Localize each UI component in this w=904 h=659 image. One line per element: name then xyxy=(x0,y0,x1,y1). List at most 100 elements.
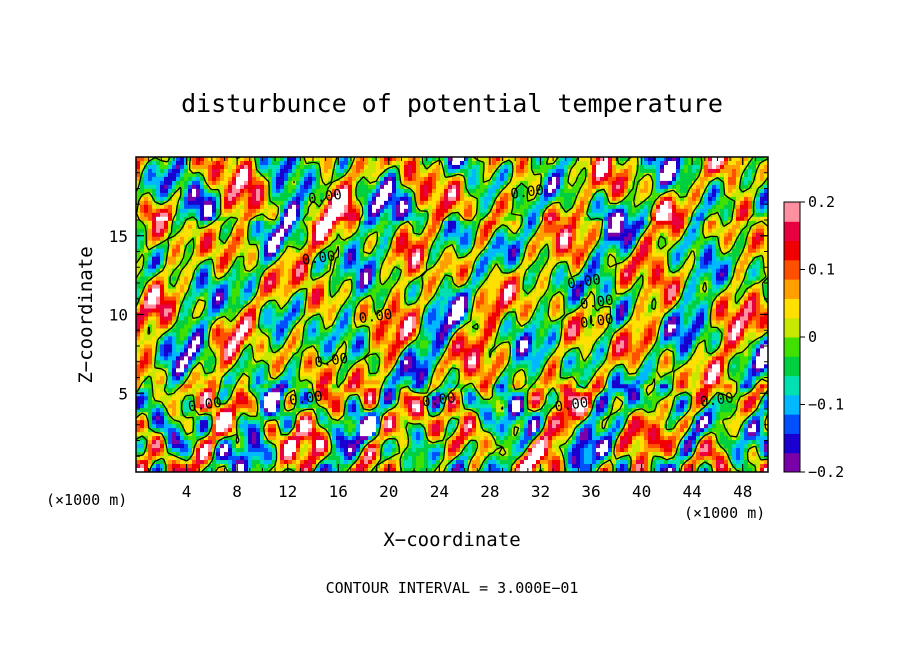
heatmap-cell xyxy=(696,204,701,210)
heatmap-cell xyxy=(252,228,257,234)
heatmap-cell xyxy=(236,252,241,258)
heatmap-cell xyxy=(208,212,213,218)
heatmap-cell xyxy=(624,192,629,198)
heatmap-cell xyxy=(528,252,533,258)
heatmap-cell xyxy=(236,260,241,266)
heatmap-cell xyxy=(172,188,177,194)
heatmap-cell xyxy=(240,236,245,242)
heatmap-cell xyxy=(520,268,525,274)
heatmap-cell xyxy=(456,204,461,210)
heatmap-cell xyxy=(276,196,281,202)
heatmap-cell xyxy=(264,180,269,186)
heatmap-cell xyxy=(676,200,681,206)
heatmap-cell xyxy=(724,208,729,214)
heatmap-cell xyxy=(260,240,265,246)
heatmap-cell xyxy=(668,228,673,234)
heatmap-cell xyxy=(216,204,221,210)
heatmap-cell xyxy=(572,240,577,246)
heatmap-cell xyxy=(236,208,241,214)
heatmap-cell xyxy=(220,180,225,186)
heatmap-cell xyxy=(312,184,317,190)
heatmap-cell xyxy=(176,184,181,190)
heatmap-cell xyxy=(760,164,765,170)
heatmap-cell xyxy=(624,216,629,222)
heatmap-cell xyxy=(708,252,713,258)
heatmap-cell xyxy=(552,232,557,238)
heatmap-cell xyxy=(176,240,181,246)
heatmap-cell xyxy=(240,280,245,286)
heatmap-cell xyxy=(504,264,509,270)
heatmap-cell xyxy=(340,256,345,262)
heatmap-cell xyxy=(516,236,521,242)
heatmap-cell xyxy=(376,228,381,234)
heatmap-cell xyxy=(236,157,241,162)
heatmap-cell xyxy=(572,212,577,218)
heatmap-cell xyxy=(412,176,417,182)
heatmap-cell xyxy=(636,160,641,166)
heatmap-cell xyxy=(184,232,189,238)
heatmap-cell xyxy=(284,157,289,162)
heatmap-cell xyxy=(172,280,177,286)
heatmap-cell xyxy=(648,180,653,186)
heatmap-cell xyxy=(196,248,201,254)
heatmap-cell xyxy=(756,248,761,254)
heatmap-cell xyxy=(472,244,477,250)
heatmap-cell xyxy=(616,212,621,218)
heatmap-cell xyxy=(460,264,465,270)
heatmap-cell xyxy=(388,208,393,214)
heatmap-cell xyxy=(584,196,589,202)
heatmap-cell xyxy=(692,196,697,202)
heatmap-cell xyxy=(232,216,237,222)
heatmap-cell xyxy=(468,180,473,186)
heatmap-cell xyxy=(544,248,549,254)
heatmap-cell xyxy=(340,224,345,230)
heatmap-cell xyxy=(580,216,585,222)
heatmap-cell xyxy=(224,216,229,222)
heatmap-cell xyxy=(336,224,341,230)
heatmap-cell xyxy=(560,216,565,222)
heatmap-cell xyxy=(452,192,457,198)
heatmap-cell xyxy=(256,228,261,234)
heatmap-cell xyxy=(232,268,237,274)
heatmap-cell xyxy=(372,212,377,218)
heatmap-cell xyxy=(240,204,245,210)
heatmap-cell xyxy=(272,268,277,274)
heatmap-cell xyxy=(484,172,489,178)
heatmap-cell xyxy=(748,208,753,214)
heatmap-cell xyxy=(216,240,221,246)
heatmap-cell xyxy=(464,276,469,282)
heatmap-cell xyxy=(636,252,641,258)
heatmap-cell xyxy=(624,172,629,178)
heatmap-cell xyxy=(508,176,513,182)
heatmap-cell xyxy=(328,164,333,170)
heatmap-cell xyxy=(428,232,433,238)
heatmap-cell xyxy=(544,236,549,242)
heatmap-cell xyxy=(764,224,768,230)
heatmap-cell xyxy=(396,200,401,206)
heatmap-cell xyxy=(276,244,281,250)
heatmap-cell xyxy=(312,204,317,210)
heatmap-cell xyxy=(220,160,225,166)
heatmap-cell xyxy=(380,256,385,262)
heatmap-cell xyxy=(176,188,181,194)
heatmap-cell xyxy=(440,232,445,238)
heatmap-cell xyxy=(580,220,585,226)
heatmap-cell xyxy=(620,188,625,194)
heatmap-cell xyxy=(304,164,309,170)
heatmap-cell xyxy=(352,232,357,238)
heatmap-cell xyxy=(316,228,321,234)
heatmap-cell xyxy=(312,208,317,214)
heatmap-cell xyxy=(700,264,705,270)
heatmap-cell xyxy=(252,200,257,206)
heatmap-cell xyxy=(420,176,425,182)
heatmap-cell xyxy=(656,188,661,194)
heatmap-cell xyxy=(312,276,317,282)
heatmap-cell xyxy=(616,188,621,194)
heatmap-cell xyxy=(420,180,425,186)
heatmap-cell xyxy=(272,220,277,226)
heatmap-cell xyxy=(364,188,369,194)
heatmap-cell xyxy=(280,160,285,166)
heatmap-cell xyxy=(688,272,693,278)
heatmap-cell xyxy=(260,208,265,214)
heatmap-cell xyxy=(752,272,757,278)
